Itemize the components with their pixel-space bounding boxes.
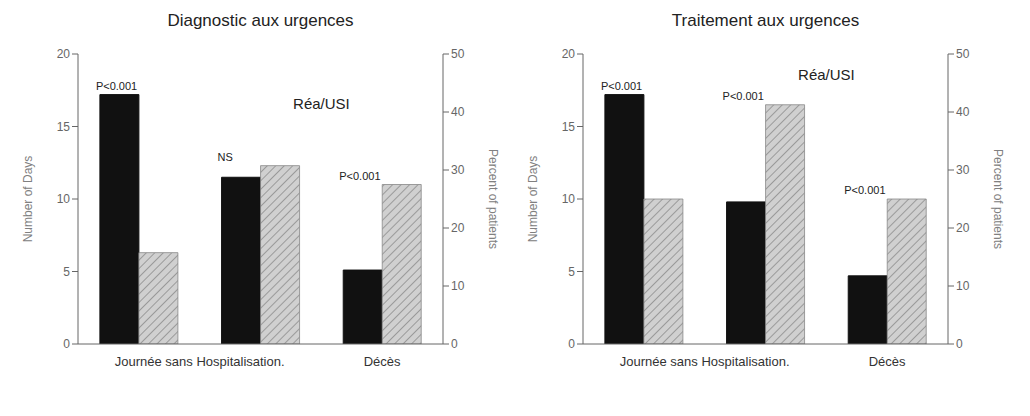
svg-text:Percent of patients: Percent of patients xyxy=(991,149,1005,249)
svg-text:20: 20 xyxy=(451,221,465,235)
svg-text:Réa/USI: Réa/USI xyxy=(293,95,350,112)
svg-text:Number of Days: Number of Days xyxy=(21,156,35,243)
svg-text:15: 15 xyxy=(57,120,71,134)
svg-text:30: 30 xyxy=(956,163,970,177)
svg-text:5: 5 xyxy=(568,265,575,279)
svg-text:Décès: Décès xyxy=(364,354,401,369)
svg-text:20: 20 xyxy=(956,221,970,235)
svg-text:40: 40 xyxy=(451,105,465,119)
html-text:Diagnostic aux urgences: Diagnostic aux urgences xyxy=(167,11,354,30)
svg-text:0: 0 xyxy=(568,337,575,351)
svg-text:0: 0 xyxy=(63,337,70,351)
svg-text:Journée sans Hospitalisation.: Journée sans Hospitalisation. xyxy=(620,354,790,369)
svg-text:40: 40 xyxy=(956,105,970,119)
svg-text:20: 20 xyxy=(562,47,576,61)
svg-text:10: 10 xyxy=(57,192,71,206)
svg-text:0: 0 xyxy=(451,337,458,351)
svg-text:Décès: Décès xyxy=(869,354,906,369)
svg-text:P<0.001: P<0.001 xyxy=(723,90,764,102)
svg-text:Number of Days: Number of Days xyxy=(526,156,540,243)
svg-text:Percent of patients: Percent of patients xyxy=(486,149,500,249)
svg-text:5: 5 xyxy=(63,265,70,279)
svg-text:20: 20 xyxy=(57,47,71,61)
svg-text:10: 10 xyxy=(956,279,970,293)
svg-text:50: 50 xyxy=(956,47,970,61)
svg-text:P<0.001: P<0.001 xyxy=(339,170,380,182)
svg-text:P<0.001: P<0.001 xyxy=(96,80,137,92)
svg-text:50: 50 xyxy=(451,47,465,61)
svg-text:30: 30 xyxy=(451,163,465,177)
svg-text:P<0.001: P<0.001 xyxy=(601,80,642,92)
svg-text:P<0.001: P<0.001 xyxy=(844,184,885,196)
svg-text:Journée sans Hospitalisation.: Journée sans Hospitalisation. xyxy=(115,354,285,369)
svg-text:10: 10 xyxy=(562,192,576,206)
svg-text:NS: NS xyxy=(218,151,233,163)
svg-text:0: 0 xyxy=(956,337,963,351)
svg-text:15: 15 xyxy=(562,120,576,134)
html-text:Traitement aux urgences: Traitement aux urgences xyxy=(671,11,860,30)
svg-text:10: 10 xyxy=(451,279,465,293)
svg-text:Réa/USI: Réa/USI xyxy=(798,66,855,83)
